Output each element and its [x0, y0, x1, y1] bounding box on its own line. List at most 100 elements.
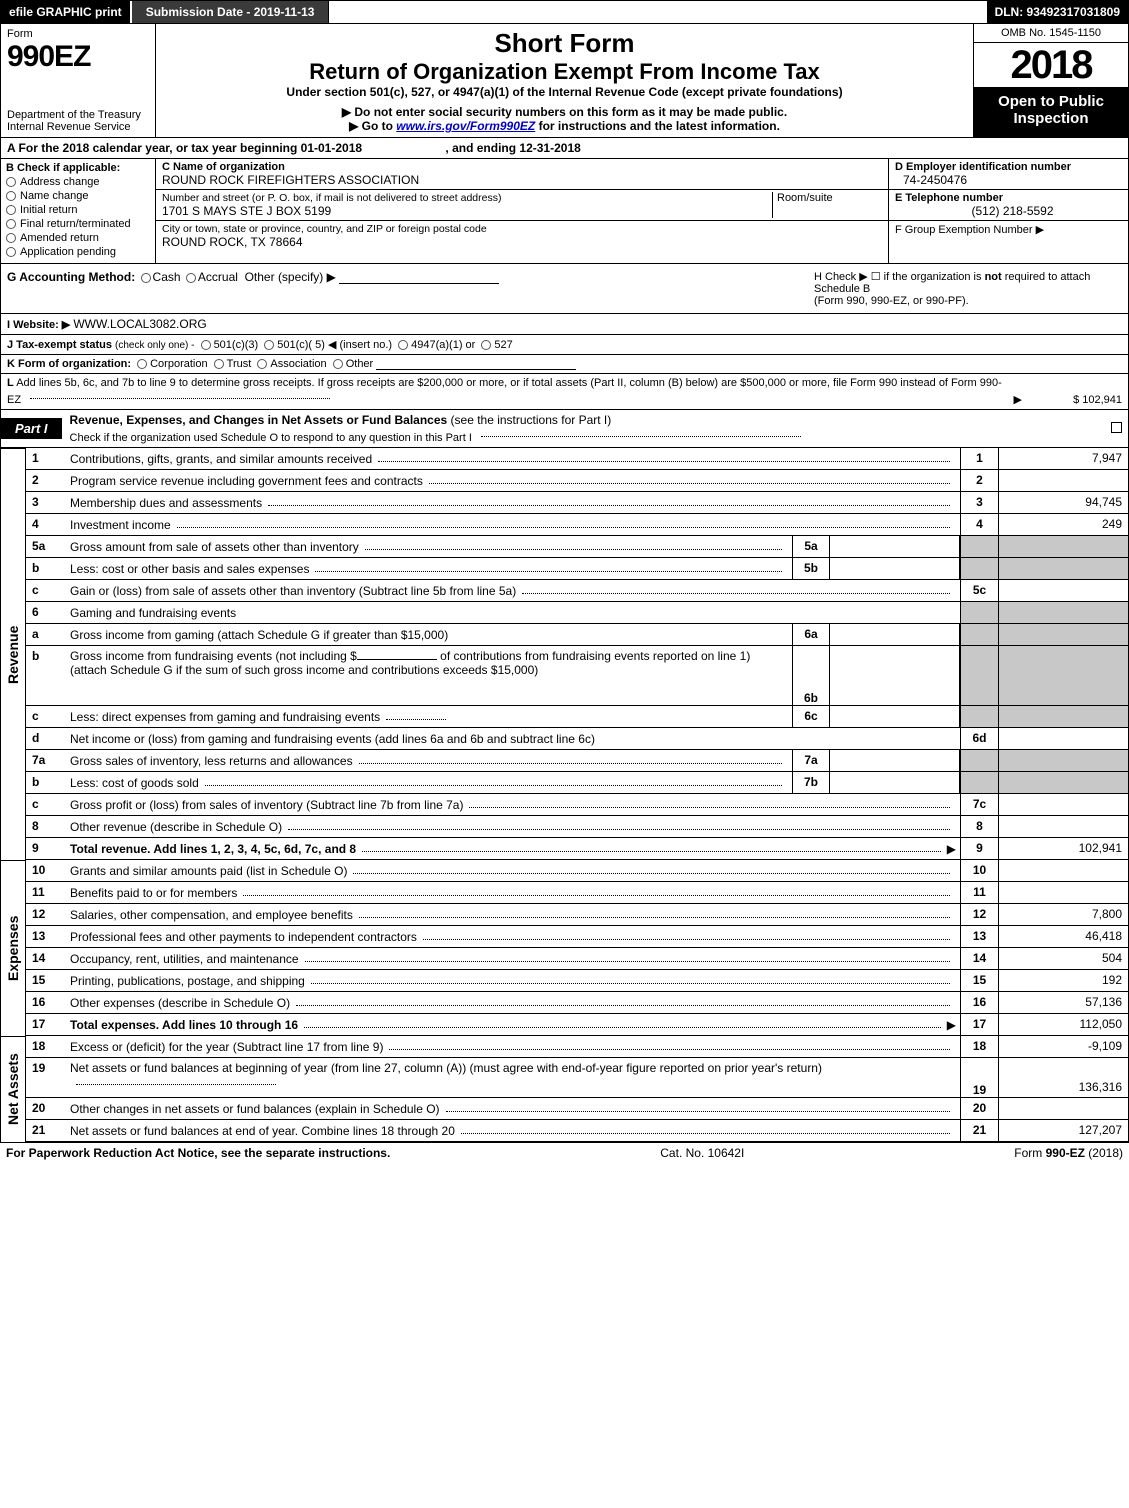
k-other-line[interactable]: [376, 369, 576, 370]
radio-icon[interactable]: [481, 340, 491, 350]
efile-print-label[interactable]: efile GRAPHIC print: [1, 1, 130, 23]
line-rn: 8: [960, 816, 998, 837]
chk-label: Name change: [20, 190, 89, 202]
goto-post: for instructions and the latest informat…: [535, 119, 780, 133]
line-desc: Salaries, other compensation, and employ…: [66, 904, 960, 925]
line-amt: 102,941: [998, 838, 1128, 859]
shade-cell: [960, 772, 998, 793]
radio-icon[interactable]: [186, 273, 196, 283]
line-desc: Other expenses (describe in Schedule O): [66, 992, 960, 1013]
part1-title-bold: Revenue, Expenses, and Changes in Net As…: [70, 413, 448, 427]
c-name-label: C Name of organization: [162, 161, 882, 173]
line-rn: 13: [960, 926, 998, 947]
shade-cell: [960, 558, 998, 579]
l-amount: $ 102,941: [1022, 394, 1122, 406]
line-no: 21: [26, 1120, 66, 1141]
sub-amt: [830, 706, 960, 727]
line-19: 19 Net assets or fund balances at beginn…: [26, 1058, 1128, 1098]
bcd-block: B Check if applicable: Address change Na…: [0, 159, 1129, 264]
sub-amt: [830, 750, 960, 771]
radio-icon[interactable]: [264, 340, 274, 350]
line-15: 15 Printing, publications, postage, and …: [26, 970, 1128, 992]
part1-checkbox[interactable]: [1104, 420, 1128, 438]
line-desc: Total expenses. Add lines 10 through 16▶: [66, 1014, 960, 1035]
line-6d: d Net income or (loss) from gaming and f…: [26, 728, 1128, 750]
line-6c: c Less: direct expenses from gaming and …: [26, 706, 1128, 728]
chk-initial-return[interactable]: Initial return: [6, 204, 150, 216]
line-no: 11: [26, 882, 66, 903]
line-no: c: [26, 794, 66, 815]
g-other-line[interactable]: [339, 283, 499, 284]
chk-name-change[interactable]: Name change: [6, 190, 150, 202]
line-no: 14: [26, 948, 66, 969]
shade-cell: [998, 706, 1128, 727]
shade-cell: [998, 536, 1128, 557]
line-rn: 21: [960, 1120, 998, 1141]
sub-amt: [830, 646, 960, 705]
department-label: Department of the Treasury Internal Reve…: [7, 109, 149, 133]
chk-final-return[interactable]: Final return/terminated: [6, 218, 150, 230]
k-opt-0: Corporation: [150, 358, 207, 370]
radio-icon[interactable]: [141, 273, 151, 283]
part1-title: Revenue, Expenses, and Changes in Net As…: [62, 410, 1104, 447]
top-bar: efile GRAPHIC print Submission Date - 20…: [0, 0, 1129, 24]
c-city-row: City or town, state or province, country…: [156, 221, 888, 251]
revenue-section: Revenue 1 Contributions, gifts, grants, …: [0, 448, 1129, 860]
radio-icon[interactable]: [398, 340, 408, 350]
j-opt-1: 501(c)( 5) ◀ (insert no.): [277, 339, 392, 351]
line-no: 16: [26, 992, 66, 1013]
d-tel: E Telephone number (512) 218-5592: [889, 190, 1128, 221]
line-desc: Other changes in net assets or fund bala…: [66, 1098, 960, 1119]
line-desc: Professional fees and other payments to …: [66, 926, 960, 947]
line-4: 4 Investment income 4 249: [26, 514, 1128, 536]
radio-icon[interactable]: [257, 359, 267, 369]
line-no: a: [26, 624, 66, 645]
line-desc: Gaming and fundraising events: [66, 602, 960, 623]
shade-cell: [960, 646, 998, 705]
radio-icon[interactable]: [333, 359, 343, 369]
line-no: 17: [26, 1014, 66, 1035]
shade-cell: [998, 772, 1128, 793]
k-opt-3: Other: [346, 358, 374, 370]
line-no: 6: [26, 602, 66, 623]
line-13: 13 Professional fees and other payments …: [26, 926, 1128, 948]
line-11: 11 Benefits paid to or for members 11: [26, 882, 1128, 904]
radio-icon[interactable]: [214, 359, 224, 369]
dept-line2: Internal Revenue Service: [7, 121, 149, 133]
part1-sub: Check if the organization used Schedule …: [70, 432, 472, 444]
line-no: 4: [26, 514, 66, 535]
line-rn: 9: [960, 838, 998, 859]
header-left: Form 990EZ Department of the Treasury In…: [1, 24, 156, 137]
ein-label: D Employer identification number: [895, 161, 1122, 173]
line-rn: 17: [960, 1014, 998, 1035]
line-rn: 11: [960, 882, 998, 903]
irs-link[interactable]: www.irs.gov/Form990EZ: [396, 119, 535, 133]
radio-icon[interactable]: [137, 359, 147, 369]
revenue-side-label: Revenue: [0, 448, 26, 860]
shade-cell: [960, 624, 998, 645]
netassets-section: Net Assets 18 Excess or (deficit) for th…: [0, 1036, 1129, 1142]
chk-application-pending[interactable]: Application pending: [6, 246, 150, 258]
g-other: Other (specify) ▶: [245, 270, 336, 284]
submission-date-label: Submission Date - 2019-11-13: [130, 1, 330, 23]
line-amt: 504: [998, 948, 1128, 969]
line-9: 9 Total revenue. Add lines 1, 2, 3, 4, 5…: [26, 838, 1128, 860]
line-no: c: [26, 706, 66, 727]
netassets-side-label: Net Assets: [0, 1036, 26, 1142]
dept-line1: Department of the Treasury: [7, 109, 149, 121]
line-desc: Gain or (loss) from sale of assets other…: [66, 580, 960, 601]
line-rn: 2: [960, 470, 998, 491]
h-not: not: [985, 271, 1002, 283]
radio-icon[interactable]: [201, 340, 211, 350]
part1-tab: Part I: [1, 418, 62, 439]
chk-label: Application pending: [20, 246, 116, 258]
ein-value: 74-2450476: [895, 173, 1122, 187]
i-label: I Website: ▶: [7, 319, 70, 331]
line-amt: 46,418: [998, 926, 1128, 947]
chk-address-change[interactable]: Address change: [6, 176, 150, 188]
line-no: 7a: [26, 750, 66, 771]
sub-no: 7b: [792, 772, 830, 793]
line-desc: Gross income from gaming (attach Schedul…: [66, 624, 792, 645]
chk-amended-return[interactable]: Amended return: [6, 232, 150, 244]
line-no: 9: [26, 838, 66, 859]
